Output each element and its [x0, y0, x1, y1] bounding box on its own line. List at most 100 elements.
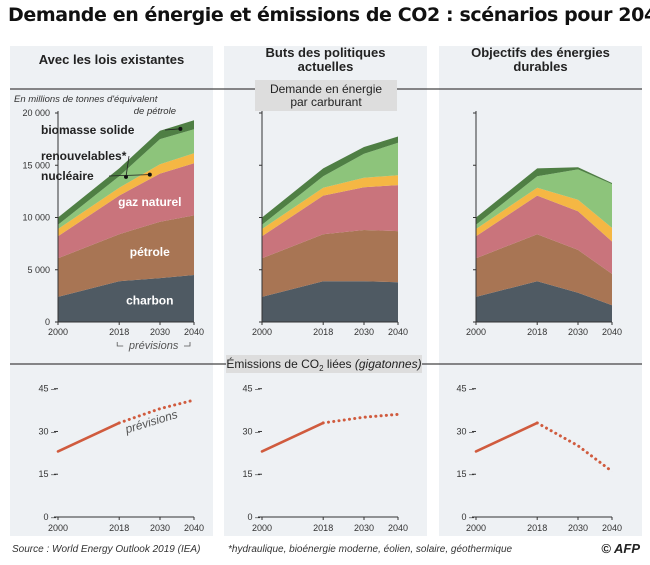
callout-leader-biomasse [164, 128, 181, 131]
emissions-y-tick-label-3-4: 45 – [456, 384, 474, 394]
afp-credit: © AFP [601, 541, 640, 556]
energy-area-chart-1 [58, 120, 194, 322]
energy-x-tick-label-3-2: 2018 [527, 327, 547, 337]
energy-y-tick-label-1: 0 [45, 317, 50, 327]
energy-area-nucleaire-3 [476, 187, 612, 242]
emissions-x-tick-label-2-3: 2030 [354, 523, 374, 533]
energy-area-chart-2 [262, 136, 398, 322]
forecast-bracket-right [184, 342, 191, 347]
emissions-x-tick-label-1-1: 2000 [48, 523, 68, 533]
emissions-historical-line-2 [260, 421, 325, 453]
energy-x-tick-label-1-1: 2000 [48, 327, 68, 337]
panel-title-3-line-1: Objectifs des énergies [471, 45, 610, 60]
energy-area-renouvelables-2 [262, 142, 398, 229]
energy-area-petrole-1 [58, 215, 194, 297]
energy-x-tick-label-1-4: 2040 [184, 327, 204, 337]
energy-area-gaz-1 [58, 163, 194, 259]
emissions-y-tick-label-2-2: 15 – [242, 469, 260, 479]
source-note: Source : World Energy Outlook 2019 (IEA) [12, 544, 201, 555]
energy-y-tick-label-3: 10 000 [22, 213, 50, 223]
energy-area-biomasse-3 [476, 167, 612, 225]
callout-dot-renouvelables [124, 174, 128, 179]
emissions-x-tick-label-3-3: 2030 [568, 523, 588, 533]
emissions-x-tick-label-1-4: 2040 [184, 523, 204, 533]
emissions-section-label: Émissions de CO2 liées (gigatonnes) [226, 356, 421, 373]
emissions-x-tick-label-1-3: 2030 [150, 523, 170, 533]
panel-title-3-line-2: durables [513, 59, 567, 74]
emissions-label-main: Émissions de CO [226, 356, 319, 371]
band-label-gaz: gaz naturel [118, 195, 181, 209]
callout-label-biomasse: biomasse solide [41, 123, 135, 137]
callout-leader-nucleaire [108, 174, 150, 177]
energy-y-tick-label-2: 5 000 [27, 265, 50, 275]
emissions-historical-line-3 [474, 421, 539, 453]
energy-area-nucleaire-2 [262, 175, 398, 237]
energy-x-tick-label-1-2: 2018 [109, 327, 129, 337]
panel-title-2-line-1: Buts des politiques [266, 45, 386, 60]
energy-x-tick-label-3-3: 2030 [568, 327, 588, 337]
energy-area-petrole-3 [476, 234, 612, 306]
emissions-x-tick-label-1-2: 2018 [109, 523, 129, 533]
energy-area-petrole-2 [262, 230, 398, 297]
footnote: *hydraulique, bioénergie moderne, éolien… [228, 544, 513, 555]
emissions-y-tick-label-1-4: 45 – [38, 384, 56, 394]
emissions-line-chart-3: 0 – 15 – 30 – 45 – 2000 2018 2030 2040 [456, 384, 622, 533]
band-label-petrole: pétrole [130, 245, 170, 259]
energy-section-label-line-1: Demande en énergie [270, 82, 382, 96]
emissions-y-tick-label-3-2: 15 – [456, 469, 474, 479]
emissions-y-tick-label-3-1: 0 – [461, 512, 474, 522]
energy-area-charbon-1 [58, 275, 194, 322]
forecast-bracket-left [116, 342, 124, 347]
energy-y-tick-label-4: 15 000 [22, 160, 50, 170]
emissions-line-chart-1: 0 – 15 – 30 – 45 – 2000 2018 2030 2040 [38, 384, 204, 533]
energy-y-tick-label-5: 20 000 [22, 108, 50, 118]
energy-area-nucleaire-1 [58, 153, 194, 237]
energy-area-charbon-2 [262, 281, 398, 322]
energy-area-biomasse-2 [262, 136, 398, 225]
energy-area-renouvelables-1 [58, 129, 194, 229]
panel-title-2-line-2: actuelles [298, 59, 354, 74]
energy-unit-label-line-2: de pétrole [134, 106, 176, 117]
emissions-y-tick-label-3-3: 30 – [456, 426, 474, 436]
energy-section-label-box [255, 80, 397, 111]
callout-dot-nucleaire [147, 172, 152, 177]
energy-x-tick-label-2-2: 2018 [313, 327, 333, 337]
emissions-x-tick-label-3-1: 2000 [466, 523, 486, 533]
energy-area-chart-3 [476, 167, 612, 322]
panel-title-1-line-1: Avec les lois existantes [39, 52, 185, 67]
emissions-historical-line-1 [56, 421, 121, 453]
emissions-label-unit: (gigatonnes) [355, 357, 422, 371]
energy-x-tick-label-3-4: 2040 [602, 327, 622, 337]
emissions-y-tick-label-1-1: 0 – [43, 512, 56, 522]
emissions-x-tick-label-2-4: 2040 [388, 523, 408, 533]
callout-dot-biomasse [178, 126, 183, 131]
energy-forecast-label: prévisions [128, 340, 179, 352]
energy-unit-label-line-1: En millions de tonnes d'équivalent [14, 94, 158, 105]
emissions-x-tick-label-3-4: 2040 [602, 523, 622, 533]
energy-area-renouvelables-3 [476, 169, 612, 229]
emissions-y-tick-label-2-4: 45 – [242, 384, 260, 394]
energy-section-label-line-2: par carburant [290, 95, 362, 109]
emissions-y-tick-label-2-1: 0 – [247, 512, 260, 522]
energy-x-tick-label-1-3: 2030 [150, 327, 170, 337]
band-label-charbon: charbon [126, 293, 173, 307]
energy-area-gaz-2 [262, 185, 398, 259]
chart-title: Demande en énergie et émissions de CO2 :… [8, 4, 650, 26]
emissions-x-tick-label-3-2: 2018 [527, 523, 547, 533]
emissions-label-rest: liées [324, 357, 355, 371]
emissions-y-tick-label-2-3: 30 – [242, 426, 260, 436]
emissions-section-label-box [226, 355, 422, 373]
emissions-line-chart-2: 0 – 15 – 30 – 45 – 2000 2018 2030 2040 [242, 384, 408, 533]
energy-x-tick-label-2-4: 2040 [388, 327, 408, 337]
emissions-y-tick-label-1-2: 15 – [38, 469, 56, 479]
energy-area-gaz-3 [476, 195, 612, 274]
emissions-x-tick-label-2-1: 2000 [252, 523, 272, 533]
energy-x-tick-label-2-3: 2030 [354, 327, 374, 337]
callout-label-renouvelables: renouvelables* [41, 149, 127, 163]
energy-x-tick-label-3-1: 2000 [466, 327, 486, 337]
emissions-label-subscript: 2 [319, 364, 324, 373]
energy-x-tick-label-2-1: 2000 [252, 327, 272, 337]
emissions-y-tick-label-1-3: 30 – [38, 426, 56, 436]
callout-label-nucleaire: nucléaire [41, 169, 94, 183]
